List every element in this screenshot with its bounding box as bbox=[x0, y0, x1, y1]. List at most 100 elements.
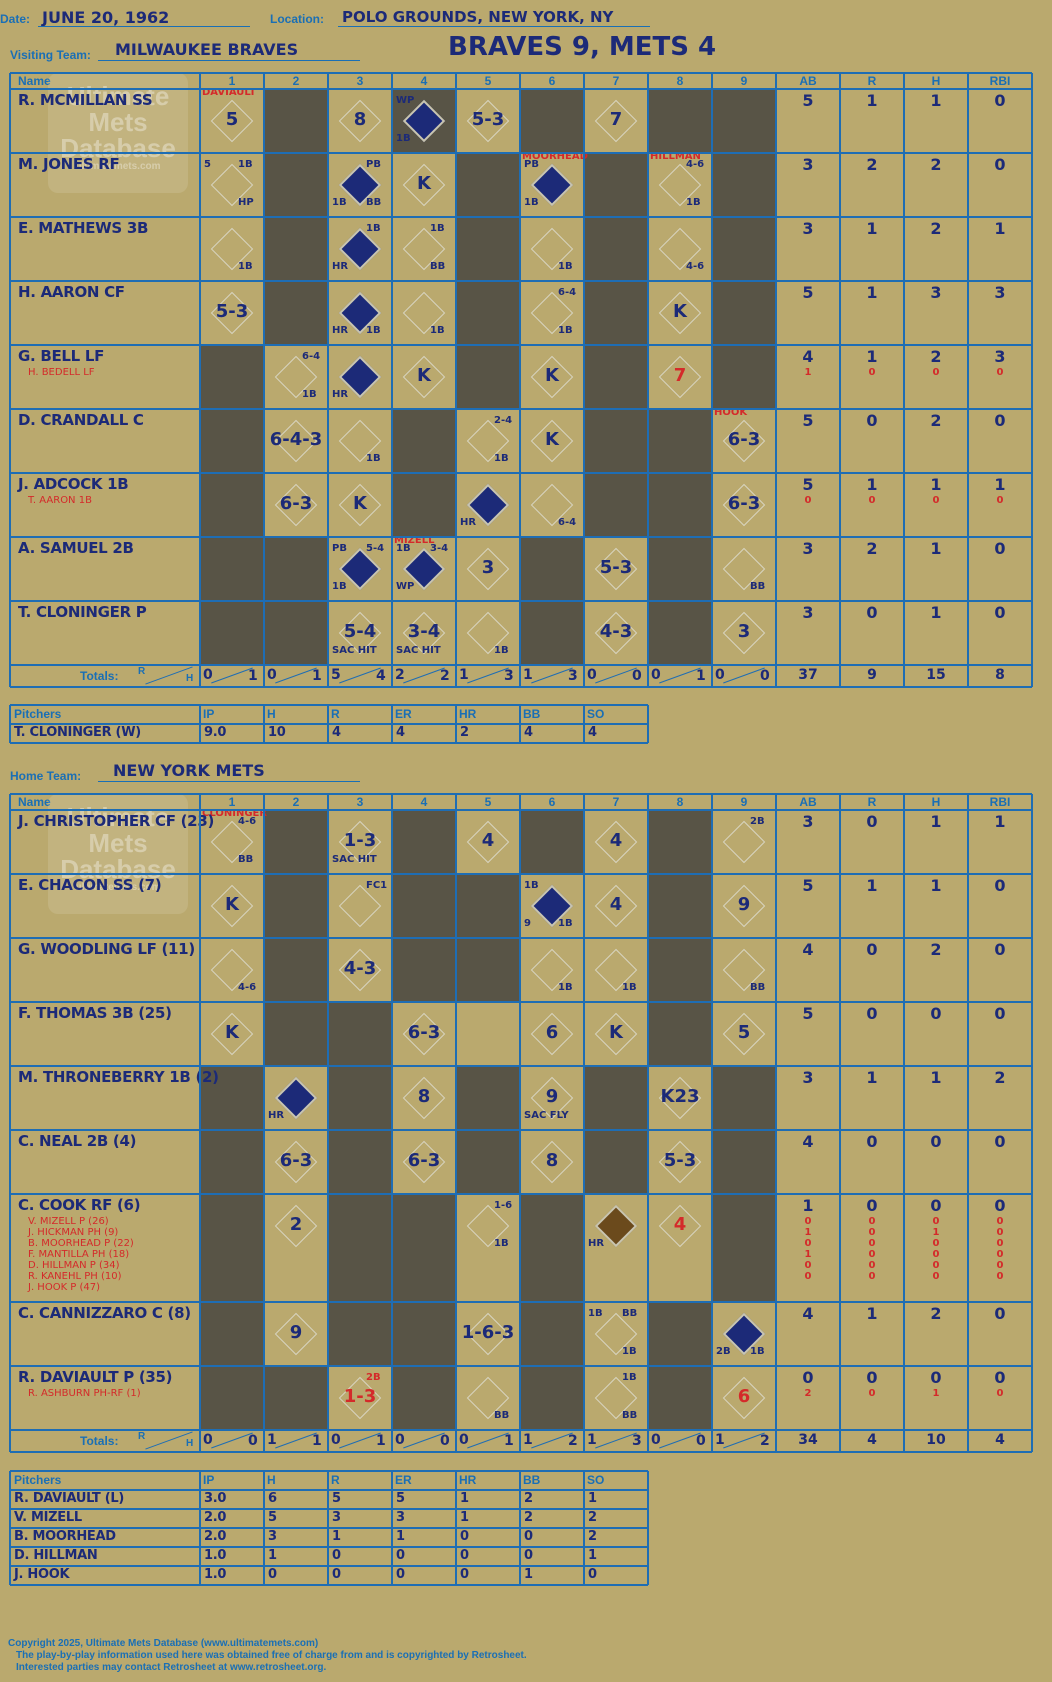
play-note-bottom-left: 2B bbox=[716, 1346, 731, 1357]
batter-stat-rbi: 0 bbox=[996, 1227, 1004, 1238]
substitute-name: H. BEDELL LF bbox=[28, 367, 95, 378]
inning-hits: 3 bbox=[632, 1433, 642, 1449]
play-result: 5-3 bbox=[471, 109, 505, 130]
play-note-bottom-right: 1B bbox=[302, 389, 317, 400]
play-note-top-right: 6-4 bbox=[302, 351, 321, 362]
pitching-change-note: DAVIAULT bbox=[202, 87, 256, 98]
inning-header-5: 5 bbox=[484, 795, 492, 809]
batter-stat-ab: 3 bbox=[802, 1068, 814, 1087]
watermark-line2: Mets bbox=[88, 828, 148, 858]
inactive-inning-cell bbox=[328, 1130, 392, 1194]
play-note-top-right: 2B bbox=[366, 1372, 381, 1383]
play-result: 6-3 bbox=[727, 429, 761, 450]
play-note-bottom-left: 1B bbox=[332, 197, 347, 208]
inactive-inning-cell bbox=[520, 601, 584, 665]
grid-hline bbox=[10, 664, 1032, 666]
batter-stat-r: 1 bbox=[866, 876, 878, 895]
batter-stat-ab: 3 bbox=[802, 812, 814, 831]
play-result: 6-3 bbox=[407, 1022, 441, 1043]
stat-header-rbi: RBI bbox=[989, 74, 1011, 88]
inning-runs: 0 bbox=[267, 667, 277, 683]
stat-header-h: H bbox=[931, 795, 941, 809]
inning-runs: 1 bbox=[267, 1432, 277, 1448]
batter-stat-r: 0 bbox=[866, 603, 878, 622]
batter-stat-ab: 5 bbox=[802, 475, 814, 494]
grid-vline bbox=[455, 73, 457, 687]
totals-slash bbox=[275, 667, 317, 684]
batter-stat-h: 0 bbox=[932, 1238, 940, 1249]
grid-vline bbox=[775, 73, 777, 687]
stat-header-h: H bbox=[931, 74, 941, 88]
batter-stat-h: 1 bbox=[932, 1388, 940, 1399]
inactive-inning-cell bbox=[648, 1302, 712, 1366]
play-note-top-left: 5 bbox=[204, 159, 211, 170]
play-result: K bbox=[417, 365, 431, 386]
inactive-inning-cell bbox=[712, 89, 776, 153]
inactive-inning-cell bbox=[200, 1366, 264, 1430]
name-column-header: Name bbox=[18, 795, 51, 809]
totals-label: Totals: bbox=[80, 669, 119, 683]
play-note-bottom-left: HR bbox=[268, 1110, 285, 1121]
pitch-col-er: ER bbox=[395, 1473, 412, 1487]
inactive-inning-cell bbox=[264, 537, 328, 601]
grid-hline bbox=[10, 686, 1032, 688]
pitcher-stat: 2.0 bbox=[204, 1510, 227, 1525]
inning-hits: 4 bbox=[376, 668, 386, 684]
totals-slash bbox=[531, 1432, 573, 1449]
inning-hits: 1 bbox=[696, 668, 706, 684]
play-note-bottom-right: 1B bbox=[494, 453, 509, 464]
play-result: 9 bbox=[737, 894, 751, 915]
play-note-bottom-right: 1B bbox=[494, 1238, 509, 1249]
batter-stat-r: 0 bbox=[868, 1271, 876, 1282]
inning-hits: 3 bbox=[504, 668, 514, 684]
batter-stat-r: 0 bbox=[868, 495, 876, 506]
play-result: 9 bbox=[289, 1322, 303, 1343]
play-note-bottom-right: BB bbox=[494, 1410, 510, 1421]
inactive-inning-cell bbox=[584, 1066, 648, 1130]
play-note-bottom-left: HR bbox=[332, 389, 349, 400]
inning-header-4: 4 bbox=[420, 74, 428, 88]
grid-vline bbox=[519, 794, 521, 1452]
batter-stat-ab: 0 bbox=[804, 495, 812, 506]
play-note-bottom-right: 1B bbox=[366, 325, 381, 336]
substitute-name: V. MIZELL P (26) bbox=[28, 1216, 109, 1227]
pitcher-stat: 3.0 bbox=[204, 1491, 227, 1506]
watermark-url: ultimatemets.com bbox=[75, 882, 161, 893]
inning-runs: 0 bbox=[395, 1432, 405, 1448]
retrosheet-contact-line: Interested parties may contact Retroshee… bbox=[16, 1662, 327, 1673]
team-total-r: 9 bbox=[867, 667, 877, 683]
grid-vline bbox=[839, 794, 841, 1452]
location-label: Location: bbox=[270, 12, 324, 26]
pitch-col-so: SO bbox=[587, 707, 605, 721]
batter-stat-ab: 0 bbox=[802, 1368, 814, 1387]
totals-slash bbox=[723, 1432, 765, 1449]
play-result: 4 bbox=[673, 1214, 687, 1235]
play-result: 4-3 bbox=[599, 621, 633, 642]
batter-stat-ab: 4 bbox=[802, 347, 814, 366]
play-note-top-left: WP bbox=[396, 95, 415, 106]
inning-header-5: 5 bbox=[484, 74, 492, 88]
inactive-inning-cell bbox=[328, 1194, 392, 1302]
play-result: 6-3 bbox=[407, 1150, 441, 1171]
pitcher-stat: 4 bbox=[524, 725, 533, 740]
inactive-inning-cell bbox=[392, 1366, 456, 1430]
totals-slash bbox=[275, 1432, 317, 1449]
pitcher-stat: 2 bbox=[588, 1510, 597, 1525]
play-note-bottom-right: HP bbox=[238, 197, 254, 208]
watermark-url: ultimatemets.com bbox=[75, 161, 161, 172]
inactive-inning-cell bbox=[712, 281, 776, 345]
inning-runs: 0 bbox=[651, 667, 661, 683]
inactive-inning-cell bbox=[328, 1302, 392, 1366]
batter-name: E. MATHEWS 3B bbox=[18, 219, 149, 237]
inactive-inning-cell bbox=[392, 473, 456, 537]
pitcher-stat: 0 bbox=[460, 1548, 469, 1563]
batter-name: D. CRANDALL C bbox=[18, 411, 144, 429]
pitcher-stat: 0 bbox=[268, 1567, 277, 1582]
inning-hits: 2 bbox=[568, 1433, 578, 1449]
pitcher-stat: 4 bbox=[332, 725, 341, 740]
watermark-line2: Mets bbox=[88, 107, 148, 137]
batter-stat-ab: 0 bbox=[804, 1216, 812, 1227]
play-note-top-right: 3-4 bbox=[430, 543, 449, 554]
play-note-bottom-right: 1B bbox=[430, 325, 445, 336]
pitch-grid-hline bbox=[10, 1584, 648, 1586]
